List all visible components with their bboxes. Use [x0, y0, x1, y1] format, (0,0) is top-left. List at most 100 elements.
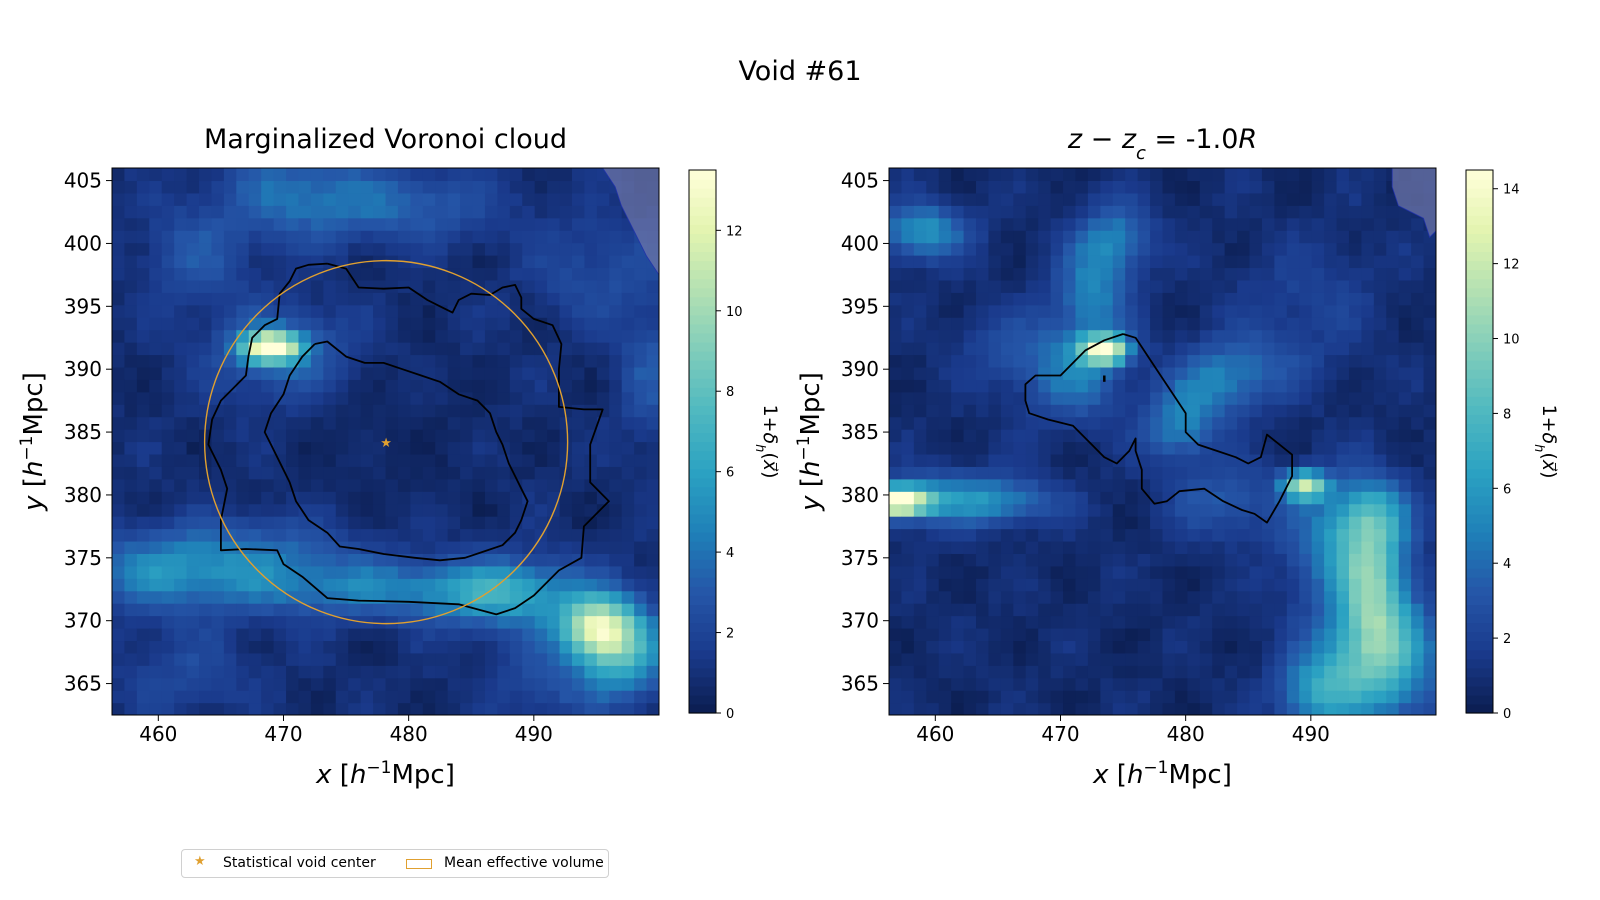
heatmap-cell	[1063, 615, 1077, 629]
heatmap-cell	[1212, 416, 1226, 430]
heatmap-cell	[385, 329, 399, 343]
heatmap-cell	[889, 267, 903, 281]
heatmap-cell	[1087, 565, 1101, 579]
heatmap-cell	[547, 416, 561, 430]
heatmap-cell	[136, 441, 150, 455]
heatmap-cell	[1125, 342, 1139, 356]
heatmap-cell	[447, 528, 461, 542]
heatmap-cell	[248, 366, 262, 380]
heatmap-cell	[124, 640, 138, 654]
heatmap-cell	[547, 205, 561, 219]
contour-line	[1024, 333, 1293, 524]
heatmap-cell	[1150, 603, 1164, 617]
heatmap-cell	[435, 565, 449, 579]
heatmap-cell	[397, 578, 411, 592]
heatmap-cell	[410, 553, 424, 567]
heatmap-cell	[1336, 578, 1350, 592]
heatmap-cell	[310, 677, 324, 691]
heatmap-cell	[397, 217, 411, 231]
heatmap-cell	[410, 702, 424, 715]
heatmap-cell	[547, 304, 561, 318]
heatmap-cell	[236, 230, 250, 244]
heatmap-cell	[1013, 366, 1027, 380]
heatmap-cell	[310, 429, 324, 443]
heatmap-cell	[1423, 478, 1436, 492]
heatmap-cell	[901, 329, 915, 343]
heatmap-cell	[460, 168, 474, 182]
heatmap-cell	[1000, 690, 1014, 704]
heatmap-cell	[273, 342, 287, 356]
heatmap-cell	[410, 329, 424, 343]
heatmap-cell	[1336, 677, 1350, 691]
heatmap-cell	[472, 441, 486, 455]
heatmap-cell	[596, 404, 610, 418]
heatmap-cell	[1075, 404, 1089, 418]
heatmap-cell	[1249, 391, 1263, 405]
heatmap-cell	[547, 615, 561, 629]
heatmap-cell	[1212, 677, 1226, 691]
heatmap-cell	[286, 441, 300, 455]
heatmap-cell	[1187, 677, 1201, 691]
heatmap-cell	[1199, 665, 1213, 679]
heatmap-cell	[236, 217, 250, 231]
heatmap-cell	[360, 205, 374, 219]
heatmap-cell	[1038, 317, 1052, 331]
heatmap-cell	[951, 540, 965, 554]
heatmap-cell	[1361, 503, 1375, 517]
heatmap-cell	[609, 627, 623, 642]
heatmap-cell	[522, 354, 536, 368]
heatmap-cell	[223, 453, 237, 467]
heatmap-cell	[460, 279, 474, 293]
heatmap-cell	[596, 217, 610, 231]
heatmap-cell	[385, 466, 399, 480]
heatmap-cell	[621, 379, 635, 393]
heatmap-cell	[1013, 354, 1027, 368]
heatmap-cell	[988, 565, 1002, 579]
heatmap-cell	[634, 578, 648, 592]
heatmap-cell	[298, 168, 312, 182]
heatmap-cell	[1411, 267, 1425, 281]
heatmap-cell	[335, 466, 349, 480]
heatmap-cell	[410, 478, 424, 492]
heatmap-cell	[976, 491, 990, 505]
heatmap-cell	[534, 466, 548, 480]
heatmap-cell	[1187, 516, 1201, 530]
heatmap-cell	[1100, 354, 1114, 368]
heatmap-cell	[1162, 404, 1176, 418]
heatmap-cell	[174, 230, 188, 244]
heatmap-cell	[348, 230, 362, 244]
heatmap-cell	[1025, 491, 1039, 505]
heatmap-cell	[447, 404, 461, 418]
heatmap-cell	[248, 478, 262, 492]
heatmap-cell	[1348, 391, 1363, 405]
colorbar-band	[1466, 323, 1493, 334]
heatmap-cell	[1423, 242, 1436, 256]
heatmap-cell	[609, 391, 623, 405]
heatmap-cell	[1411, 441, 1425, 455]
heatmap-cell	[472, 304, 486, 318]
heatmap-cell	[112, 441, 126, 455]
heatmap-cell	[1299, 304, 1313, 318]
heatmap-cell	[559, 242, 573, 256]
heatmap-cell	[522, 652, 536, 666]
heatmap-cell	[174, 652, 188, 666]
heatmap-cell	[124, 242, 138, 256]
heatmap-cell	[988, 540, 1002, 554]
heatmap-cell	[571, 453, 586, 467]
heatmap-cell	[261, 342, 275, 356]
heatmap-cell	[547, 342, 561, 356]
heatmap-cell	[1299, 627, 1313, 642]
heatmap-cell	[460, 292, 474, 306]
heatmap-cell	[1348, 503, 1363, 517]
heatmap-cell	[1187, 329, 1201, 343]
heatmap-cell	[149, 702, 163, 715]
heatmap-cell	[1286, 404, 1300, 418]
heatmap-cell	[609, 565, 623, 579]
heatmap-cell	[584, 540, 598, 554]
heatmap-cell	[547, 677, 561, 691]
heatmap-cell	[373, 404, 387, 418]
heatmap-cell	[951, 429, 965, 443]
heatmap-cell	[1038, 665, 1052, 679]
heatmap-cell	[1112, 366, 1126, 380]
x-tick-label: 480	[390, 722, 428, 746]
